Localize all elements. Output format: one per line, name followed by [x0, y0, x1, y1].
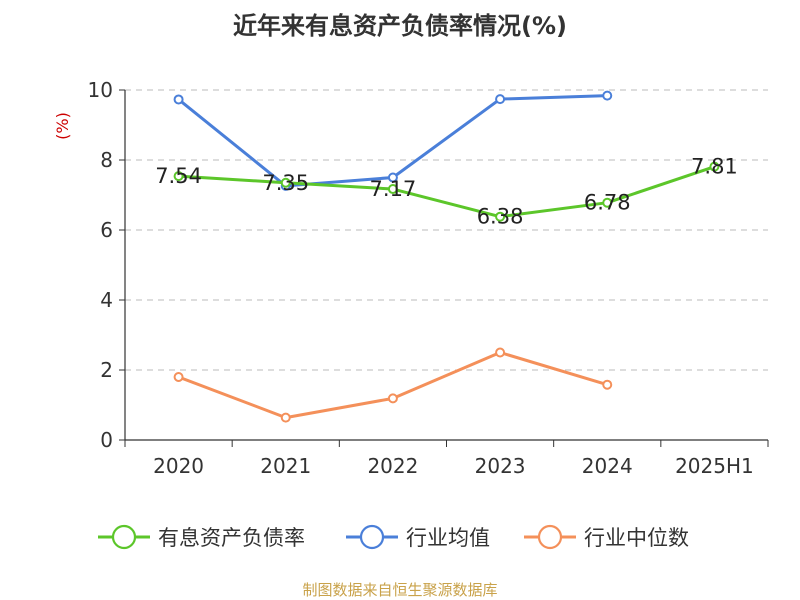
data-point[interactable]	[387, 184, 398, 195]
legend-label: 有息资产负债率	[158, 526, 305, 550]
y-tick-label: 6	[100, 218, 113, 242]
series-group	[173, 90, 720, 423]
data-point[interactable]	[602, 197, 613, 208]
y-tick-label: 8	[100, 148, 113, 172]
data-point[interactable]	[602, 90, 613, 101]
x-tick-label: 2025H1	[675, 454, 754, 478]
y-tick-label: 4	[100, 288, 113, 312]
legend[interactable]: 有息资产负债率 行业均值 行业中位数	[98, 524, 689, 550]
data-point[interactable]	[280, 177, 291, 188]
data-label: 6.78	[584, 191, 631, 215]
x-tick-label: 2021	[260, 454, 311, 478]
data-point[interactable]	[173, 372, 184, 382]
legend-marker	[537, 524, 563, 550]
chart-title: 近年来有息资产负债率情况(%)	[233, 12, 567, 40]
data-point[interactable]	[495, 211, 506, 222]
data-point[interactable]	[173, 94, 184, 105]
data-point[interactable]	[173, 171, 184, 182]
legend-item[interactable]: 有息资产负债率	[98, 524, 305, 550]
data-point[interactable]	[495, 347, 506, 358]
legend-marker	[359, 524, 385, 550]
data-point[interactable]	[495, 94, 506, 105]
y-axis-label: (%)	[53, 112, 72, 140]
data-label: 7.81	[691, 155, 738, 179]
data-point[interactable]	[387, 393, 398, 404]
x-tick-label: 2022	[367, 454, 418, 478]
data-label: 7.54	[155, 164, 202, 188]
x-tick-label: 2020	[153, 454, 204, 478]
y-tick-label: 2	[100, 358, 113, 382]
x-tick-label: 2024	[582, 454, 633, 478]
series-line-1	[177, 94, 608, 188]
axes: 0 2 4 6 8 10 2020 2021 2022 2023 2024 2025H1	[88, 78, 769, 478]
series-line-0	[178, 165, 715, 219]
data-label: 6.38	[477, 205, 524, 229]
legend-marker	[111, 524, 137, 550]
data-point[interactable]	[709, 161, 720, 172]
data-label: 7.17	[370, 177, 417, 201]
y-tick-label: 0	[100, 428, 113, 452]
data-point[interactable]	[387, 172, 398, 183]
legend-label: 行业均值	[406, 526, 490, 550]
y-tick-label: 10	[88, 78, 113, 102]
gridlines	[125, 89, 768, 371]
data-labels: 7.54 7.35 7.17 6.38 6.78 7.81	[155, 155, 738, 229]
source-note: 制图数据来自恒生聚源数据库	[302, 581, 497, 599]
data-point[interactable]	[280, 412, 291, 423]
legend-label: 行业中位数	[584, 526, 689, 550]
data-point[interactable]	[602, 379, 613, 390]
legend-item[interactable]: 行业中位数	[524, 524, 689, 550]
data-label: 7.35	[262, 171, 309, 195]
legend-item[interactable]: 行业均值	[346, 524, 490, 550]
series-line-2	[178, 351, 608, 420]
x-tick-label: 2023	[475, 454, 526, 478]
